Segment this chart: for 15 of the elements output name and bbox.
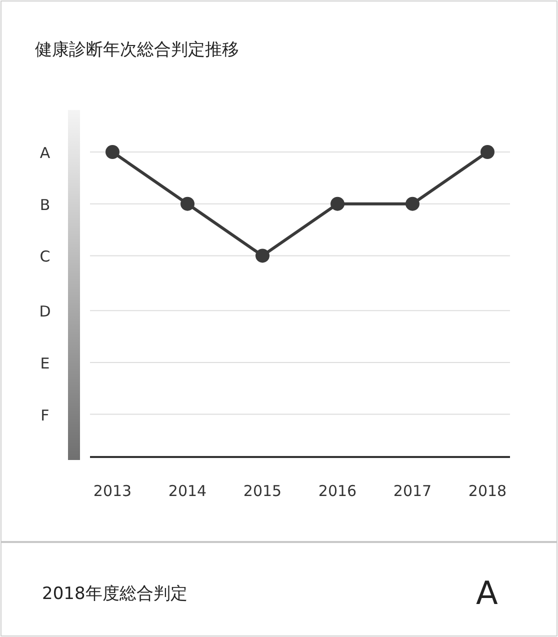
x-tick-label: 2014 (168, 482, 207, 500)
ref-line-label: F (40, 406, 50, 424)
ref-line-label: D (39, 302, 51, 321)
ref-line-label: C (40, 248, 50, 266)
text: A (476, 574, 498, 612)
x-tick-label: 2013 (93, 482, 132, 500)
x-tick-label: 2017 (393, 482, 432, 500)
x-tick-label: 2015 (243, 482, 282, 500)
x-tick-label: 2016 (318, 482, 357, 500)
text: 2018年度総合判定 (42, 584, 188, 604)
ref-line-label: E (40, 354, 50, 372)
x-tick-label: 2018 (468, 482, 507, 500)
ref-line-label: A (40, 144, 51, 162)
chart-title: 健康診断年次総合判定推移 (35, 40, 239, 60)
ref-line-label: B (40, 196, 50, 214)
